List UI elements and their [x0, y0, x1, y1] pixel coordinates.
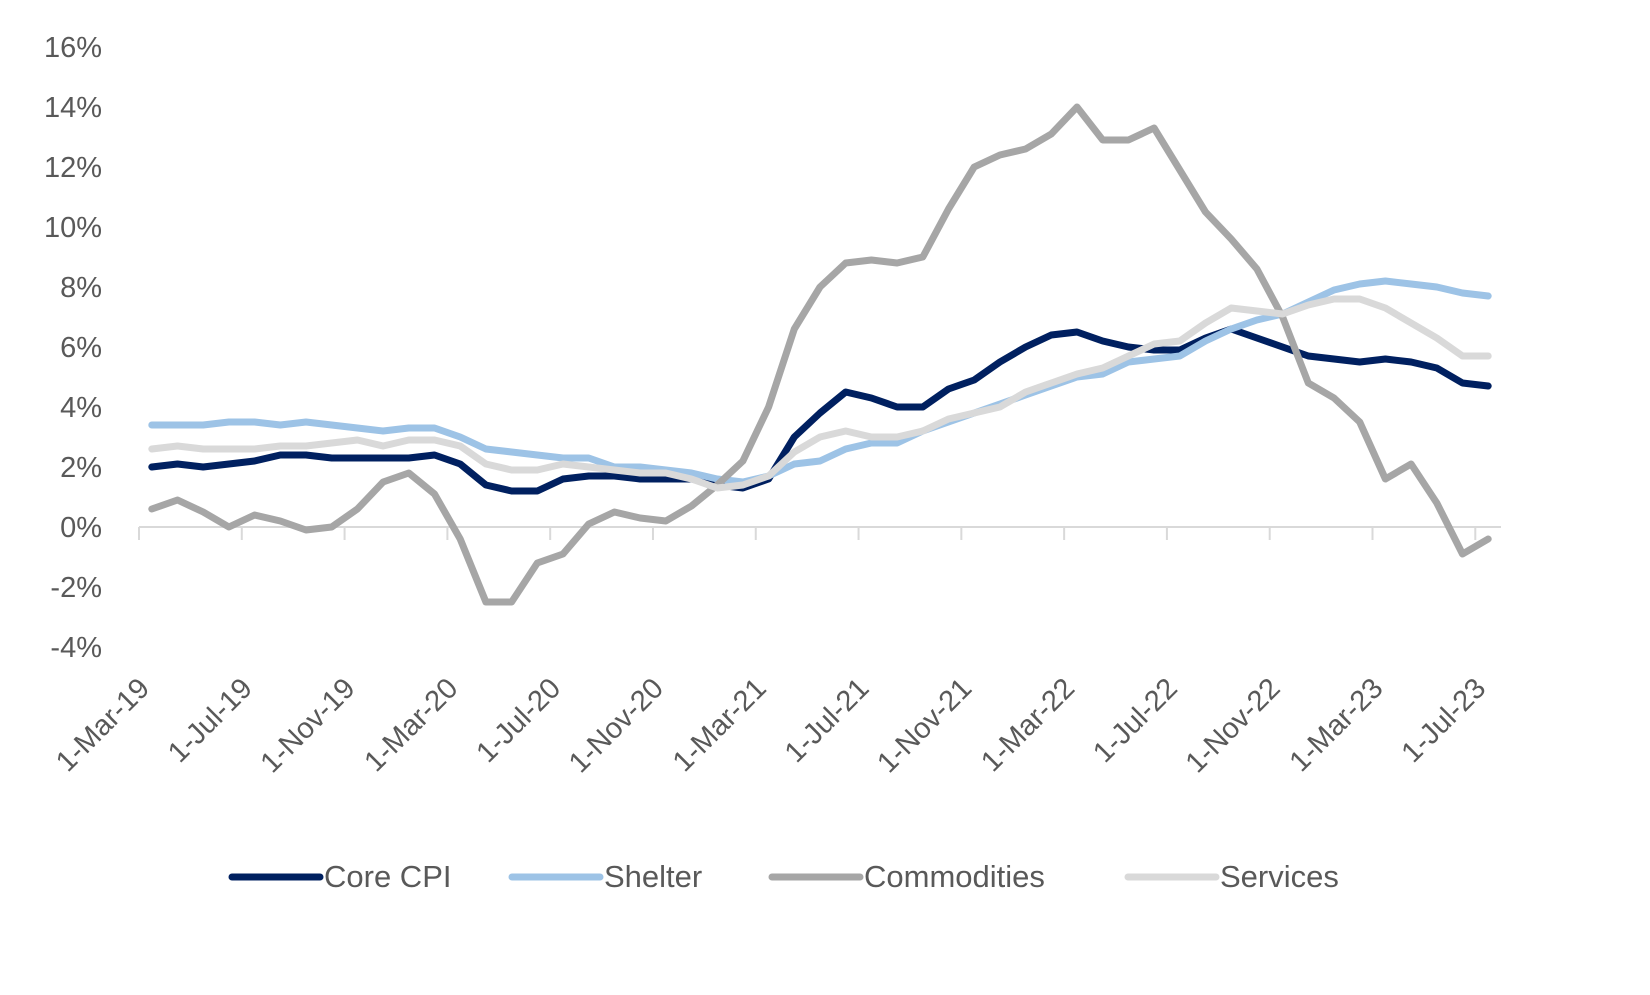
x-tick-label: 1-Nov-20: [563, 672, 670, 779]
x-tick-label: 1-Jul-23: [1396, 672, 1493, 769]
series-lines: [148, 103, 1492, 606]
x-tick-label: 1-Jul-19: [162, 672, 259, 769]
y-tick-label: 2%: [60, 452, 102, 484]
x-tick-label: 1-Mar-22: [975, 672, 1081, 778]
y-tick-label: 4%: [60, 392, 102, 424]
legend-item-shelter: Shelter: [508, 859, 702, 894]
y-tick-label: -2%: [50, 572, 102, 604]
series-line-shelter: [148, 277, 1492, 486]
series-line-commodities: [148, 103, 1492, 606]
series-line-services: [148, 295, 1492, 492]
x-tick-label: 1-Mar-23: [1284, 672, 1390, 778]
legend-item-core-cpi: Core CPI: [228, 859, 451, 894]
x-tick-label: 1-Mar-21: [667, 672, 773, 778]
y-tick-label: 10%: [44, 212, 102, 244]
y-tick-label: 12%: [44, 152, 102, 184]
legend-item-commodities: Commodities: [768, 859, 1045, 894]
legend-label: Core CPI: [324, 859, 451, 894]
x-tick-label: 1-Nov-19: [255, 672, 362, 779]
x-tick-label: 1-Jul-20: [470, 672, 567, 769]
y-axis-tick-labels: -4% -2% 0% 2% 4% 6% 8% 10% 12% 14% 16%: [44, 32, 102, 664]
x-tick-label: 1-Mar-19: [50, 672, 156, 778]
legend-label: Services: [1220, 859, 1339, 894]
y-tick-label: 16%: [44, 32, 102, 64]
legend: Core CPI Shelter Commodities Services: [228, 859, 1339, 894]
x-tick-label: 1-Mar-20: [359, 672, 465, 778]
y-tick-label: 0%: [60, 512, 102, 544]
y-tick-label: 6%: [60, 332, 102, 364]
y-tick-label: 8%: [60, 272, 102, 304]
y-tick-label: 14%: [44, 92, 102, 124]
x-tick-label: 1-Jul-22: [1087, 672, 1184, 769]
x-tick-label: 1-Nov-21: [871, 672, 978, 779]
x-axis: 1-Mar-19 1-Jul-191-Nov-191-Mar-20 1-Jul-20…: [50, 526, 1501, 779]
legend-label: Shelter: [604, 859, 702, 894]
series-line-core-cpi: [148, 325, 1492, 495]
y-tick-label: -4%: [50, 632, 102, 664]
x-tick-label: 1-Nov-22: [1180, 672, 1287, 779]
legend-item-services: Services: [1124, 859, 1339, 894]
x-tick-label: 1-Jul-21: [779, 672, 876, 769]
legend-label: Commodities: [864, 859, 1045, 894]
